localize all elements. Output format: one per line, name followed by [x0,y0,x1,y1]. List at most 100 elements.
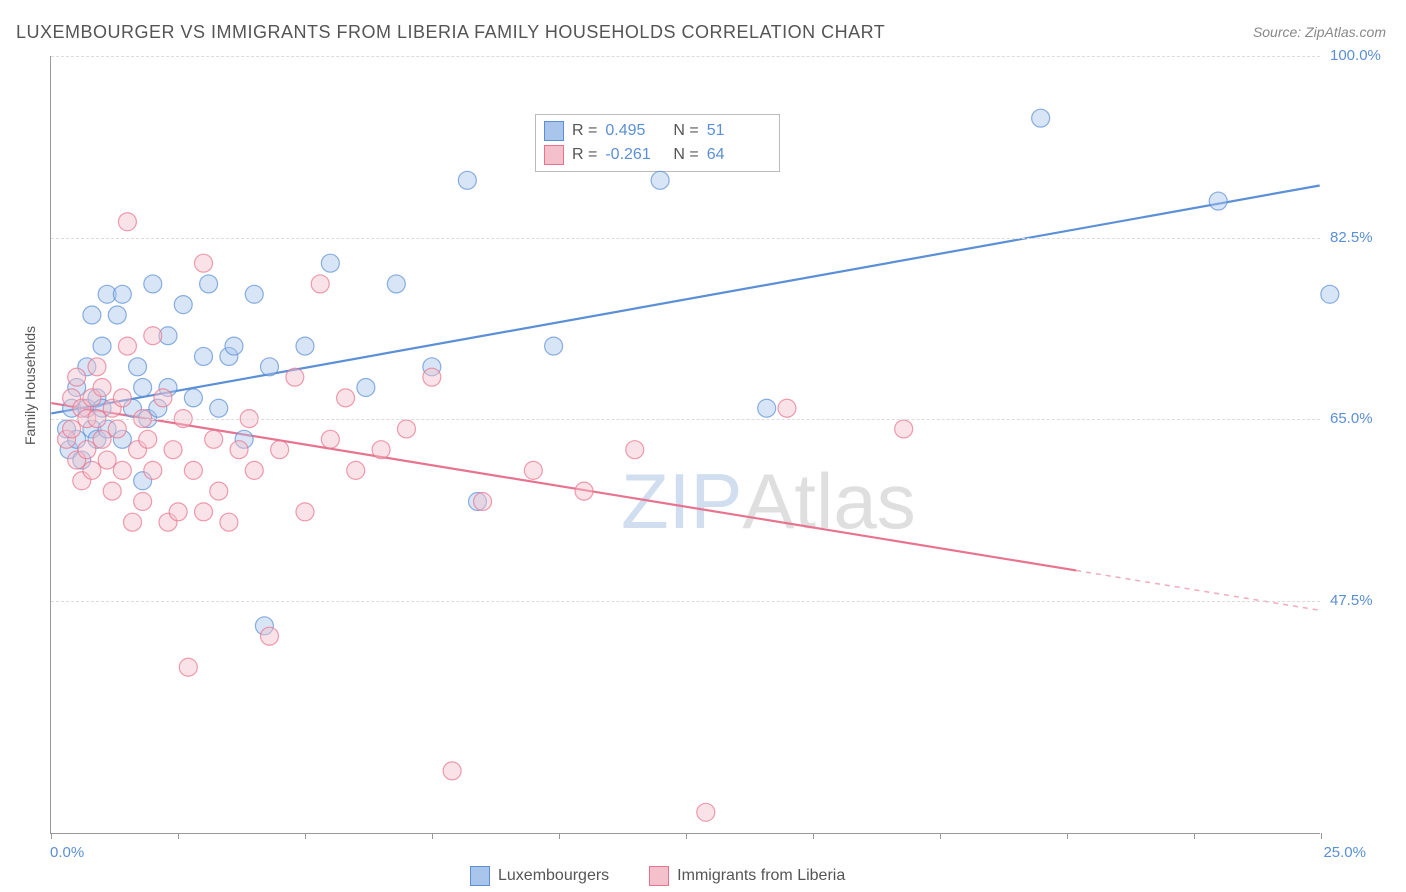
scatter-point [311,275,329,293]
scatter-point [195,254,213,272]
scatter-point [134,492,152,510]
scatter-point [108,420,126,438]
scatter-point [286,368,304,386]
scatter-point [108,306,126,324]
scatter-point [697,803,715,821]
scatter-point [98,451,116,469]
legend-swatch [470,866,490,886]
x-tick [178,833,179,839]
scatter-point [321,254,339,272]
scatter-point [1321,285,1339,303]
scatter-point [758,399,776,417]
y-tick-label: 100.0% [1330,47,1381,64]
scatter-point [347,461,365,479]
gridline [51,56,1320,57]
scatter-point [118,213,136,231]
scatter-point [443,762,461,780]
scatter-point [230,441,248,459]
scatter-point [144,327,162,345]
scatter-point [545,337,563,355]
scatter-point [113,461,131,479]
legend-item: Immigrants from Liberia [649,866,845,886]
scatter-point [93,379,111,397]
scatter-point [169,503,187,521]
scatter-point [200,275,218,293]
scatter-point [575,482,593,500]
scatter-point [210,482,228,500]
scatter-point [387,275,405,293]
gridline [51,601,1320,602]
x-tick [940,833,941,839]
scatter-point [195,503,213,521]
scatter-point [210,399,228,417]
scatter-point [68,368,86,386]
scatter-point [260,358,278,376]
scatter-point [124,513,142,531]
scatter-point [372,441,390,459]
series-legend: Luxembourgers Immigrants from Liberia [470,866,845,886]
legend-label: Immigrants from Liberia [677,867,845,885]
scatter-point [397,420,415,438]
scatter-point [144,275,162,293]
source-label: Source: ZipAtlas.com [1253,24,1386,40]
scatter-point [524,461,542,479]
scatter-point [184,389,202,407]
x-tick [1321,833,1322,839]
scatter-point [271,441,289,459]
scatter-point [474,492,492,510]
y-tick-label: 47.5% [1330,592,1373,609]
x-tick [51,833,52,839]
scatter-point [220,513,238,531]
scatter-point [778,399,796,417]
scatter-point [129,358,147,376]
x-max-label: 25.0% [1323,844,1366,861]
x-tick [559,833,560,839]
scatter-point [423,368,441,386]
scatter-point [103,482,121,500]
scatter-point [245,285,263,303]
x-tick [305,833,306,839]
scatter-points-layer [51,56,1320,833]
scatter-point [357,379,375,397]
scatter-point [88,358,106,376]
scatter-point [113,285,131,303]
legend-label: Luxembourgers [498,867,609,885]
y-tick-label: 82.5% [1330,229,1373,246]
scatter-point [164,441,182,459]
scatter-point [154,389,172,407]
scatter-point [78,441,96,459]
legend-item: Luxembourgers [470,866,609,886]
scatter-point [296,337,314,355]
scatter-point [113,389,131,407]
scatter-point [205,430,223,448]
scatter-point [458,171,476,189]
chart-container: LUXEMBOURGER VS IMMIGRANTS FROM LIBERIA … [0,0,1406,892]
scatter-point [245,461,263,479]
chart-title: LUXEMBOURGER VS IMMIGRANTS FROM LIBERIA … [16,22,885,43]
x-tick [432,833,433,839]
x-tick [813,833,814,839]
x-tick [686,833,687,839]
scatter-point [144,461,162,479]
scatter-point [118,337,136,355]
scatter-point [184,461,202,479]
scatter-point [174,296,192,314]
scatter-point [895,420,913,438]
scatter-point [1032,109,1050,127]
scatter-point [296,503,314,521]
scatter-point [321,430,339,448]
y-axis-label: Family Households [22,326,38,445]
x-tick [1067,833,1068,839]
legend-swatch [649,866,669,886]
scatter-point [260,627,278,645]
scatter-point [1209,192,1227,210]
x-tick [1194,833,1195,839]
scatter-point [83,306,101,324]
scatter-point [626,441,644,459]
scatter-point [93,337,111,355]
scatter-point [651,171,669,189]
scatter-point [63,420,81,438]
scatter-point [93,430,111,448]
scatter-point [139,430,157,448]
scatter-point [83,461,101,479]
